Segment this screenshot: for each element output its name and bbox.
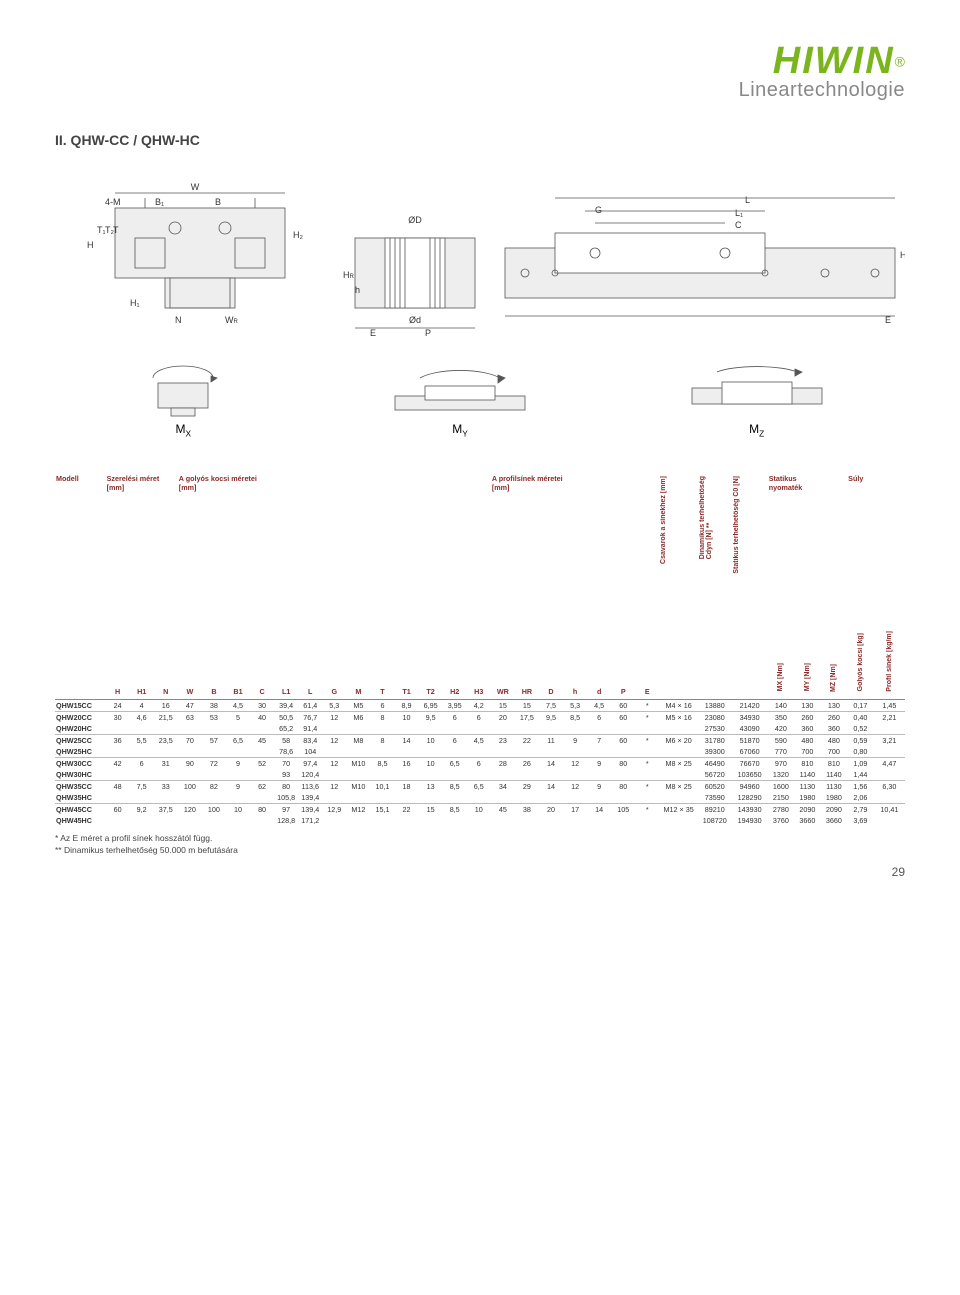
svg-text:G: G — [595, 205, 602, 215]
table-row: QHW30CC4263190729527097,412M108,516106,5… — [55, 757, 905, 769]
table-row: QHW35CC487,5331008296280113,612M1010,118… — [55, 780, 905, 792]
svg-text:T: T — [113, 225, 119, 235]
svg-text:H₃: H₃ — [900, 250, 905, 260]
svg-text:W: W — [191, 182, 200, 192]
footnote-b: ** Dinamikus terhelhetőség 50.000 m befu… — [55, 844, 905, 857]
table-row: QHW20CC304,621,5635354050,576,712M68109,… — [55, 711, 905, 723]
svg-text:H₂: H₂ — [293, 230, 303, 240]
section-title: II. QHW-CC / QHW-HC — [55, 132, 905, 148]
svg-text:B: B — [215, 197, 221, 207]
svg-text:h: h — [355, 285, 360, 295]
page: HIWIN® Lineartechnologie II. QHW-CC / QH… — [0, 0, 960, 897]
svg-text:L₁: L₁ — [735, 208, 743, 218]
svg-text:B₁: B₁ — [155, 197, 164, 207]
table-body: QHW15CC2441647384,53039,461,45,3M568,96,… — [55, 699, 905, 826]
svg-text:WR: WR — [225, 315, 239, 325]
page-number: 29 — [892, 865, 905, 879]
hdr-weight: Súly — [847, 473, 905, 628]
moment-my: MY — [380, 358, 540, 438]
footnotes: * Az E méret a profil sínek hosszától fü… — [55, 832, 905, 858]
moment-mz: MZ — [677, 358, 837, 438]
svg-text:L: L — [745, 195, 750, 205]
svg-text:4-M: 4-M — [105, 197, 121, 207]
hdr-model: Modell — [55, 473, 106, 628]
hdr-profile: A profilsínek méretei[mm] — [491, 473, 660, 628]
svg-text:HR: HR — [343, 270, 355, 280]
column-headers: HH1N WBB1 CL1L GMT T1T2H2 H3WRHR Dhd PE … — [55, 628, 905, 699]
svg-text:C: C — [735, 220, 742, 230]
footnote-a: * Az E méret a profil sínek hosszától fü… — [55, 832, 905, 845]
svg-text:E: E — [885, 315, 891, 325]
brand-block: HIWIN® Lineartechnologie — [55, 40, 905, 102]
hdr-carriage: A golyós kocsi méretei[mm] — [178, 473, 491, 628]
svg-text:E: E — [370, 328, 376, 338]
technical-diagrams: W B₁ B 4-M H₂ H T₁ T₂ T H₁ N WR — [55, 168, 905, 338]
hdr-c0: Statikus terhelhetőség C0 [N] — [732, 473, 768, 628]
svg-text:H: H — [87, 240, 94, 250]
table-row: QHW25CC365,523,570576,5455883,412M881410… — [55, 734, 905, 746]
svg-text:P: P — [425, 328, 431, 338]
moment-mx: MX — [123, 358, 243, 438]
hdr-screw: Csavarok a sínekhez [mm] — [659, 473, 698, 628]
moment-icons: MX MY MZ — [55, 358, 905, 438]
svg-text:N: N — [175, 315, 182, 325]
brand-name: HIWIN® — [55, 40, 905, 83]
table-row: QHW25HC78,610439300670607707007000,80 — [55, 746, 905, 758]
spec-table: Modell Szerelési méret[mm] A golyós kocs… — [55, 473, 905, 857]
svg-text:Ød: Ød — [409, 315, 421, 325]
brand-subtitle: Lineartechnologie — [55, 79, 905, 102]
table-row: QHW45CC609,237,5120100108097139,412,9M12… — [55, 803, 905, 815]
svg-text:ØD: ØD — [408, 215, 422, 225]
hdr-mount: Szerelési méret[mm] — [106, 473, 178, 628]
table-row: QHW20HC65,291,427530430904203603600,52 — [55, 723, 905, 735]
table-row: QHW30HC93120,4567201036501320114011401,4… — [55, 769, 905, 781]
table-row: QHW35HC105,8139,473590128290215019801980… — [55, 792, 905, 804]
hdr-cdyn: Dinamikus terhelhetőségCdyn [N] ** — [698, 473, 732, 628]
table-row: QHW15CC2441647384,53039,461,45,3M568,96,… — [55, 699, 905, 711]
table-row: QHW45HC128,8171,210872019493037603660366… — [55, 815, 905, 826]
hdr-moment: Statikusnyomaték — [768, 473, 847, 628]
svg-text:H₁: H₁ — [130, 298, 140, 308]
